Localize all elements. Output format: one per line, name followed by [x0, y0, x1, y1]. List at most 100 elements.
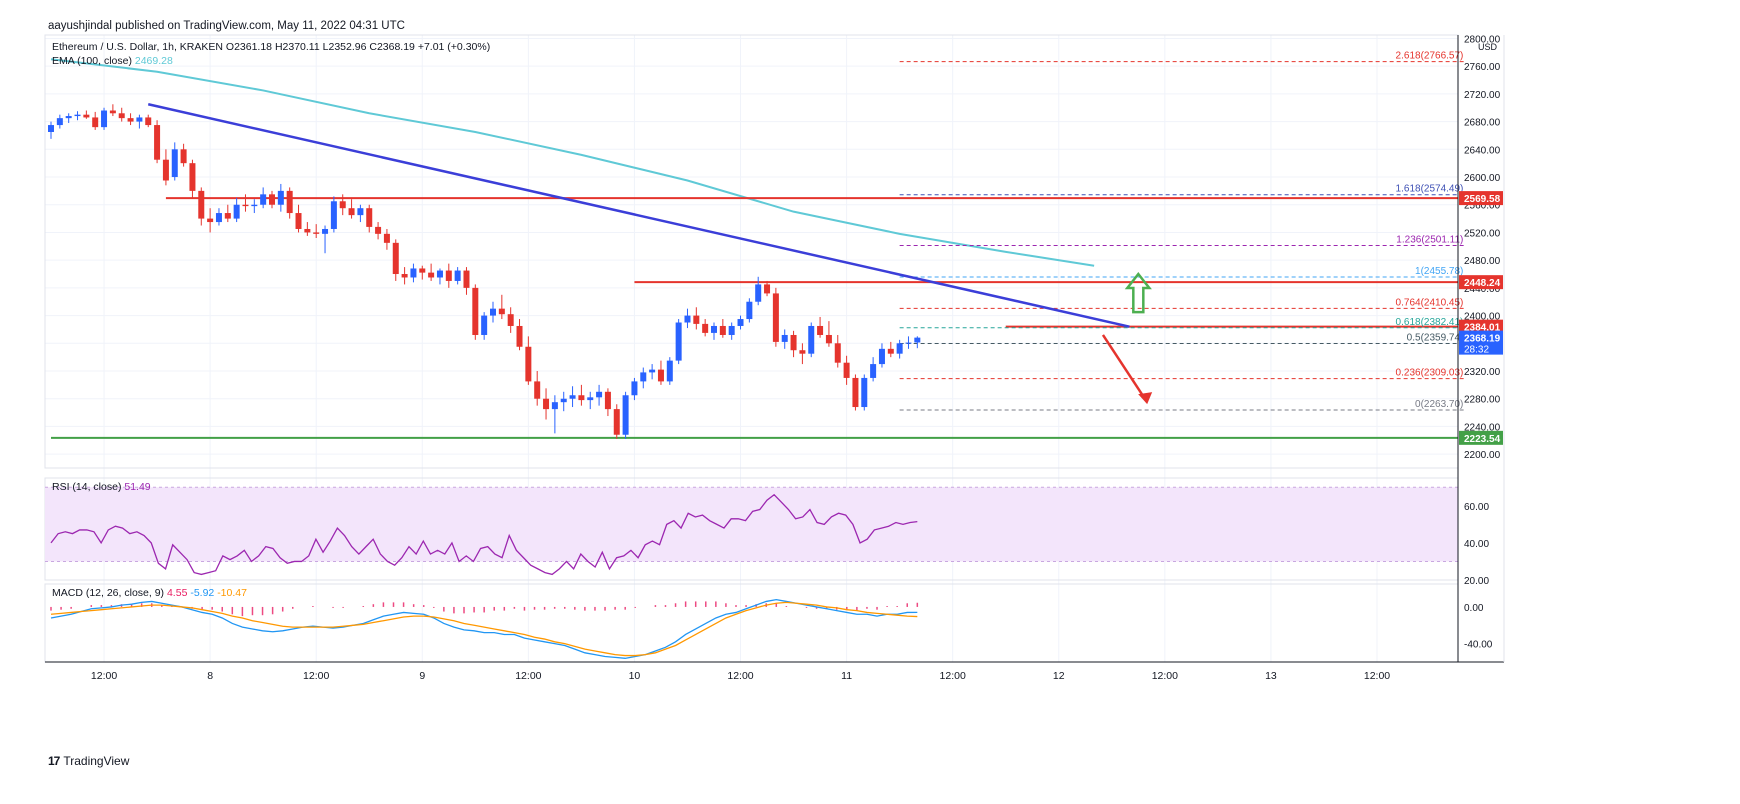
rsi-legend: RSI (14, close) 51.49: [52, 481, 151, 493]
candle-body: [48, 125, 54, 132]
price-badge: [1459, 430, 1503, 445]
candle-body: [392, 242, 399, 275]
candle-body: [419, 268, 426, 273]
candle-body: [251, 204, 258, 207]
candle-body: [145, 117, 152, 126]
fib-level-label: 1.236(2501.11): [1396, 235, 1463, 246]
ema-legend-label: EMA (100, close): [52, 55, 135, 67]
price-tick-label: 2480.00: [1464, 256, 1501, 267]
tradingview-mark-icon: 17: [48, 754, 60, 768]
candle-body: [322, 228, 329, 234]
candle-body: [578, 395, 585, 401]
candle-body: [207, 218, 214, 223]
candle-body: [551, 402, 558, 410]
fibonacci-levels[interactable]: 2.618(2766.57) 1.618(2574.49) 1.236(2501.1…: [899, 51, 1466, 411]
macd-signal-value: -10.47: [217, 587, 247, 599]
candle-body: [507, 314, 514, 326]
legend-part: C2368.19: [366, 41, 415, 53]
down-arrow-shaft: [1101, 334, 1149, 403]
candle-body: [878, 348, 885, 365]
countdown-label: 28:32: [1464, 345, 1489, 356]
fib-level-label: 0.764(2410.45): [1396, 297, 1464, 308]
candle-body: [834, 343, 841, 363]
candle-body: [101, 110, 108, 128]
price-badge: [1459, 330, 1503, 355]
candle-body: [702, 323, 709, 333]
fib-level-label: 0.5(2359.74): [1407, 332, 1464, 343]
up-arrow-icon: [1124, 271, 1152, 314]
candle-body: [764, 284, 771, 294]
candle-body: [242, 204, 249, 207]
candle-body: [525, 346, 532, 382]
candle-body: [772, 293, 779, 342]
macd-tick-label: 0.00: [1464, 603, 1484, 614]
candle-body: [808, 325, 815, 354]
time-tick-label: 12:00: [515, 670, 541, 682]
legend-part: H2370.11: [272, 41, 320, 53]
candle-body: [781, 334, 788, 342]
candle-body: [286, 190, 293, 214]
time-tick-label: 12:00: [1364, 670, 1390, 682]
fib-level-label: 2.618(2766.57): [1396, 51, 1464, 62]
time-tick-label: 10: [629, 670, 641, 682]
price-tick-label: 2640.00: [1464, 145, 1501, 156]
price-tick-label: 2760.00: [1464, 62, 1501, 73]
projection-arrows[interactable]: [1101, 271, 1153, 405]
price-tick-label: 2520.00: [1464, 228, 1501, 239]
publisher-caption: aayushjindal published on TradingView.co…: [48, 20, 405, 32]
price-tick-label: 2320.00: [1464, 367, 1501, 378]
price-badge-label: 2569.58: [1464, 194, 1501, 205]
candle-body: [490, 308, 496, 316]
macd-tick-label: -40.00: [1464, 640, 1493, 651]
candle-body: [675, 322, 682, 361]
time-tick-label: 13: [1265, 670, 1277, 682]
price-tick-label: 2240.00: [1464, 422, 1501, 433]
candle-body: [622, 395, 629, 435]
price-unit-label: USD: [1478, 42, 1498, 52]
candle-body: [383, 233, 390, 243]
rsi-legend-value: 51.49: [124, 481, 150, 493]
rsi-line: [50, 493, 918, 576]
candle-body: [339, 201, 346, 209]
main-pane-frame: [44, 34, 1459, 469]
fib-level-label: 0.618(2382.41): [1396, 317, 1464, 328]
candle-body: [92, 117, 99, 128]
macd-legend: MACD (12, 26, close, 9) 4.55 -5.92 -10.4…: [52, 587, 247, 599]
tradingview-logo[interactable]: 17 TradingView: [48, 754, 129, 768]
candle-body: [65, 116, 72, 119]
candle-body: [631, 381, 638, 396]
price-badge-label: 2223.54: [1464, 434, 1501, 445]
candle-body: [162, 159, 169, 181]
time-tick-label: 11: [841, 670, 852, 682]
candle-body: [498, 308, 505, 315]
macd-legend-label: MACD (12, 26, close, 9): [52, 587, 167, 599]
macd-hist-value: 4.55: [167, 587, 190, 599]
horizontal-levels[interactable]: [51, 197, 1458, 439]
candle-body: [463, 270, 470, 288]
candle-body: [534, 381, 541, 399]
time-tick-label: 9: [419, 670, 425, 682]
candle-body: [233, 204, 240, 219]
time-tick-label: 8: [207, 670, 213, 682]
candle-body: [852, 377, 859, 408]
price-tick-label: 2280.00: [1464, 395, 1501, 406]
price-badge-label: 2384.01: [1464, 323, 1501, 334]
brand-name: TradingView: [63, 754, 130, 768]
down-arrow-icon: [1138, 392, 1153, 405]
price-tick-label: 2680.00: [1464, 118, 1501, 129]
candle-body: [154, 125, 161, 160]
time-tick-label: 12:00: [1152, 670, 1178, 682]
candle-body: [755, 284, 762, 302]
candle-body: [613, 409, 620, 435]
candle-body: [640, 372, 647, 382]
rsi-pane: [45, 486, 1458, 576]
candle-body: [269, 194, 275, 205]
candle-body: [481, 315, 488, 335]
trendline[interactable]: [147, 103, 1130, 328]
rsi-band: [45, 487, 1458, 562]
price-tick-label: 2440.00: [1464, 284, 1501, 295]
candle-body: [543, 398, 550, 410]
rsi-tick-label: 20.00: [1464, 576, 1489, 587]
legend-part: Ethereum / U.S. Dollar, 1h, KRAKEN: [52, 41, 223, 53]
